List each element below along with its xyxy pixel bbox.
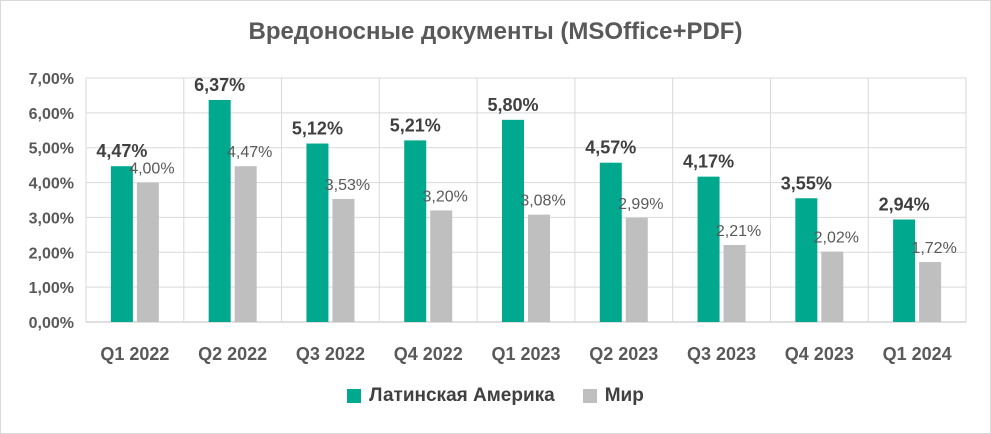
data-label-latin-america: 4,17% <box>683 152 734 172</box>
data-label-world: 3,08% <box>520 193 565 210</box>
chart-title: Вредоносные документы (MSOffice+PDF) <box>248 18 743 45</box>
y-tick-label: 3,00% <box>29 210 74 227</box>
data-label-world: 4,00% <box>129 161 174 178</box>
bar-world <box>234 166 257 322</box>
y-tick-label: 1,00% <box>29 280 74 297</box>
x-tick-label: Q2 2022 <box>198 344 267 364</box>
data-label-world: 2,21% <box>716 223 761 240</box>
x-tick-label: Q3 2023 <box>687 344 756 364</box>
data-label-world: 3,20% <box>423 188 468 205</box>
bar-latin-america <box>599 162 622 322</box>
bar-latin-america <box>404 140 427 322</box>
bar-world <box>430 210 453 322</box>
legend-label-world: Мир <box>604 385 644 406</box>
legend: Латинская Америка Мир <box>0 385 991 407</box>
bar-latin-america <box>306 143 329 322</box>
bar-latin-america <box>697 176 720 322</box>
bar-world <box>625 217 648 322</box>
bar-world <box>136 182 159 322</box>
data-label-world: 2,02% <box>814 230 859 247</box>
data-label-latin-america: 4,57% <box>585 138 636 158</box>
x-tick-label: Q1 2024 <box>883 344 952 364</box>
data-label-latin-america: 5,80% <box>487 95 538 115</box>
data-label-world: 4,47% <box>227 144 272 161</box>
bar-world <box>528 214 550 322</box>
x-tick-label: Q4 2023 <box>785 344 854 364</box>
bar-world <box>723 244 746 322</box>
y-tick-label: 4,00% <box>29 176 74 193</box>
data-label-latin-america: 4,47% <box>96 141 147 161</box>
y-tick-label: 0,00% <box>29 315 74 332</box>
bar-world <box>919 262 942 322</box>
x-tick-label: Q4 2022 <box>394 344 463 364</box>
x-tick-label: Q1 2022 <box>100 344 169 364</box>
data-label-world: 1,72% <box>911 240 956 257</box>
y-tick-label: 2,00% <box>29 245 74 262</box>
bar-world <box>821 251 844 322</box>
legend-item-latin-america[interactable]: Латинская Америка <box>347 385 555 407</box>
bar-world <box>332 198 355 322</box>
bar-latin-america <box>110 166 133 322</box>
data-label-latin-america: 3,55% <box>781 173 832 193</box>
bar-latin-america <box>502 119 524 322</box>
legend-swatch-world <box>582 389 597 403</box>
data-label-latin-america: 5,12% <box>292 119 343 139</box>
bar-latin-america <box>795 198 818 322</box>
data-label-latin-america: 6,37% <box>194 75 245 95</box>
x-tick-label: Q2 2023 <box>589 344 658 364</box>
data-label-world: 2,99% <box>618 196 663 213</box>
x-tick-label: Q3 2022 <box>296 344 365 364</box>
data-label-latin-america: 5,21% <box>390 115 441 135</box>
bar-latin-america <box>893 219 916 322</box>
legend-label-latin-america: Латинская Америка <box>369 385 555 406</box>
y-tick-label: 7,00% <box>29 71 74 88</box>
x-tick-label: Q1 2023 <box>491 344 560 364</box>
bar-latin-america <box>208 99 231 323</box>
legend-item-world[interactable]: Мир <box>582 385 644 407</box>
y-tick-label: 5,00% <box>29 141 74 158</box>
data-label-latin-america: 2,94% <box>879 195 930 215</box>
y-tick-label: 6,00% <box>29 106 74 123</box>
data-label-world: 3,53% <box>325 177 370 194</box>
legend-swatch-latin-america <box>347 389 362 403</box>
